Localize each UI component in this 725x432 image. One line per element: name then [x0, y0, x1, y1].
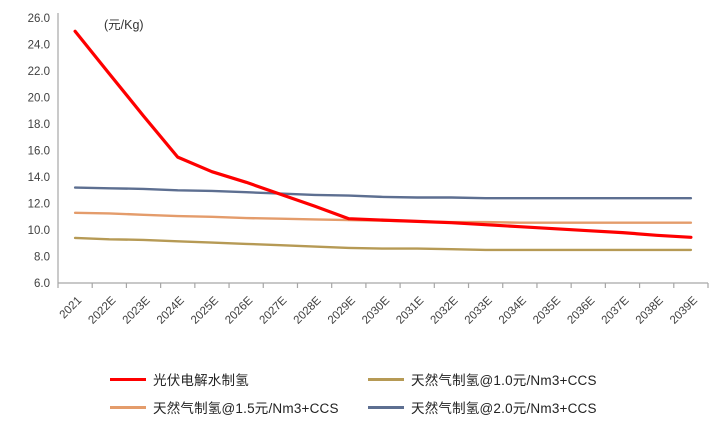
legend-swatch-red — [110, 377, 146, 381]
legend-item-solar-electrolysis: 光伏电解水制氢 — [110, 370, 249, 388]
y-axis-tick-label: 12.0 — [28, 199, 50, 211]
x-axis-tick-label: 2026E — [223, 294, 255, 326]
x-axis-tick-label: 2029E — [326, 294, 358, 326]
y-axis-tick-label: 20.0 — [28, 93, 50, 105]
legend-swatch-slate — [368, 405, 404, 409]
y-axis-tick-label: 26.0 — [28, 13, 50, 25]
legend-label: 光伏电解水制氢 — [153, 373, 249, 388]
x-axis-tick-label: 2037E — [600, 294, 632, 326]
x-axis-tick-label: 2038E — [634, 294, 666, 326]
legend-item-natgas-1-0: 天然气制氢@1.0元/Nm3+CCS — [368, 370, 597, 388]
series-line-1 — [73, 236, 693, 252]
x-axis-tick-label: 2021 — [58, 295, 85, 322]
x-axis-tick-label: 2022E — [86, 294, 118, 326]
x-axis-tick-label: 2034E — [497, 294, 529, 326]
x-axis-tick-label: 2032E — [429, 294, 461, 326]
x-axis-tick-label: 2024E — [155, 294, 187, 326]
x-axis-tick-label: 2028E — [292, 294, 324, 326]
y-axis-tick-label: 10.0 — [28, 225, 50, 237]
y-axis-tick-label: 24.0 — [28, 40, 50, 52]
legend: 光伏电解水制氢 天然气制氢@1.0元/Nm3+CCS 天然气制氢@1.5元/Nm… — [0, 362, 725, 432]
y-axis-tick-label: 16.0 — [28, 146, 50, 158]
x-axis-tick-label: 2031E — [394, 294, 426, 326]
y-axis-tick-label: 14.0 — [28, 172, 50, 184]
x-axis-tick-label: 2033E — [463, 294, 495, 326]
legend-item-natgas-1-5: 天然气制氢@1.5元/Nm3+CCS — [110, 398, 339, 416]
x-axis-tick-label: 2036E — [565, 294, 597, 326]
series-line-0 — [73, 29, 693, 239]
x-axis-tick-label: 2039E — [668, 294, 700, 326]
y-axis-tick-label: 18.0 — [28, 119, 50, 131]
unit-label: (元/Kg) — [104, 18, 144, 32]
legend-label: 天然气制氢@1.5元/Nm3+CCS — [153, 401, 339, 416]
y-axis-tick-label: 6.0 — [34, 278, 50, 290]
x-axis-tick-label: 2035E — [531, 294, 563, 326]
legend-item-natgas-2-0: 天然气制氢@2.0元/Nm3+CCS — [368, 398, 597, 416]
x-axis-tick-label: 2027E — [257, 294, 289, 326]
legend-label: 天然气制氢@1.0元/Nm3+CCS — [411, 373, 597, 388]
x-axis-tick-label: 2030E — [360, 294, 392, 326]
y-axis-tick-label: 8.0 — [34, 252, 50, 264]
legend-label: 天然气制氢@2.0元/Nm3+CCS — [411, 401, 597, 416]
legend-swatch-orange — [110, 405, 146, 409]
plot-area: 26.0 24.0 22.0 20.0 18.0 16.0 14.0 12.0 10.0 8.0 6… — [28, 13, 709, 327]
x-axis-tick-label: 2025E — [189, 294, 221, 326]
legend-swatch-olive — [368, 377, 404, 381]
x-axis-tick-label: 2023E — [121, 294, 153, 326]
series-line-3 — [73, 186, 693, 200]
y-axis-tick-label: 22.0 — [28, 66, 50, 78]
